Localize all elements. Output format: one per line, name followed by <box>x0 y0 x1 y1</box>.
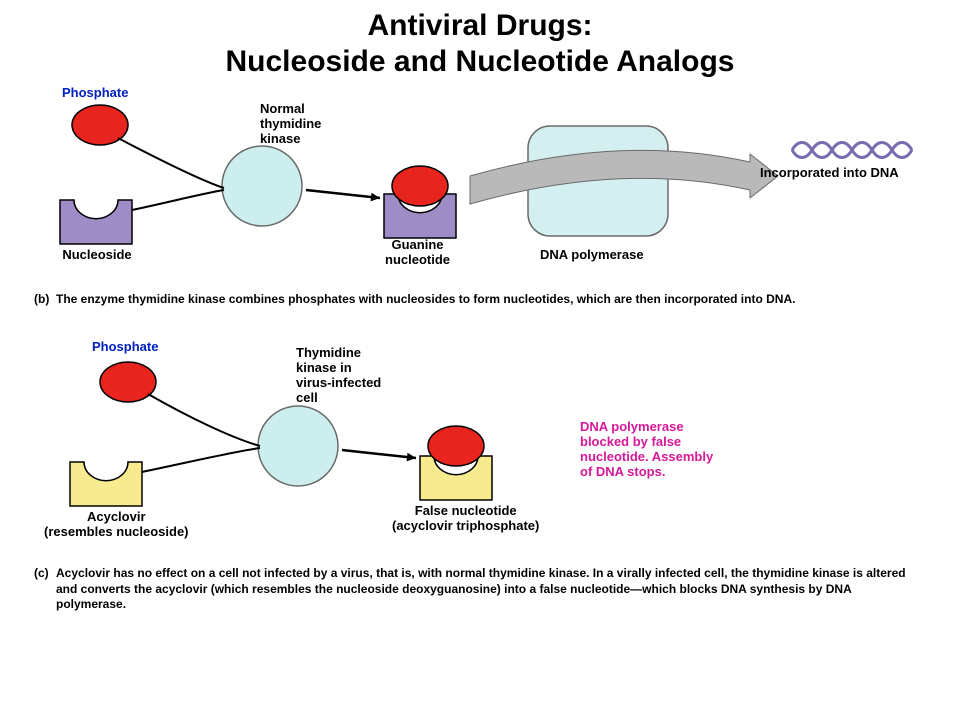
label-nucleoside: Nucleoside <box>52 248 142 263</box>
caption-c: (c) Acyclovir has no effect on a cell no… <box>0 566 960 613</box>
title-line2: Nucleoside and Nucleotide Analogs <box>226 45 735 78</box>
label-acyclovir: Acyclovir (resembles nucleoside) <box>44 510 189 540</box>
title-line1: Antiviral Drugs: <box>367 9 592 42</box>
label-dna: Incorporated into DNA <box>760 166 899 181</box>
caption-b-tag: (b) <box>34 292 49 308</box>
caption-b-text: The enzyme thymidine kinase combines pho… <box>56 292 795 306</box>
label-false-nuc: False nucleotide (acyclovir triphosphate… <box>392 504 539 534</box>
label-kinase-c: Thymidine kinase in virus-infected cell <box>296 346 381 406</box>
page-title: Antiviral Drugs: Nucleoside and Nucleoti… <box>0 8 960 80</box>
caption-b: (b) The enzyme thymidine kinase combines… <box>0 292 835 308</box>
diagram-stage: Phosphate Nucleoside Normal thymidine ki… <box>0 80 960 715</box>
label-kinase-b: Normal thymidine kinase <box>260 102 321 147</box>
caption-c-text: Acyclovir has no effect on a cell not in… <box>56 566 906 611</box>
label-guanine: Guanine nucleotide <box>385 238 450 268</box>
label-phosphate-c: Phosphate <box>92 340 158 355</box>
label-polymerase: DNA polymerase <box>540 248 644 263</box>
label-blocked: DNA polymerase blocked by false nucleoti… <box>580 420 713 480</box>
label-phosphate-b: Phosphate <box>62 86 128 101</box>
caption-c-tag: (c) <box>34 566 49 582</box>
